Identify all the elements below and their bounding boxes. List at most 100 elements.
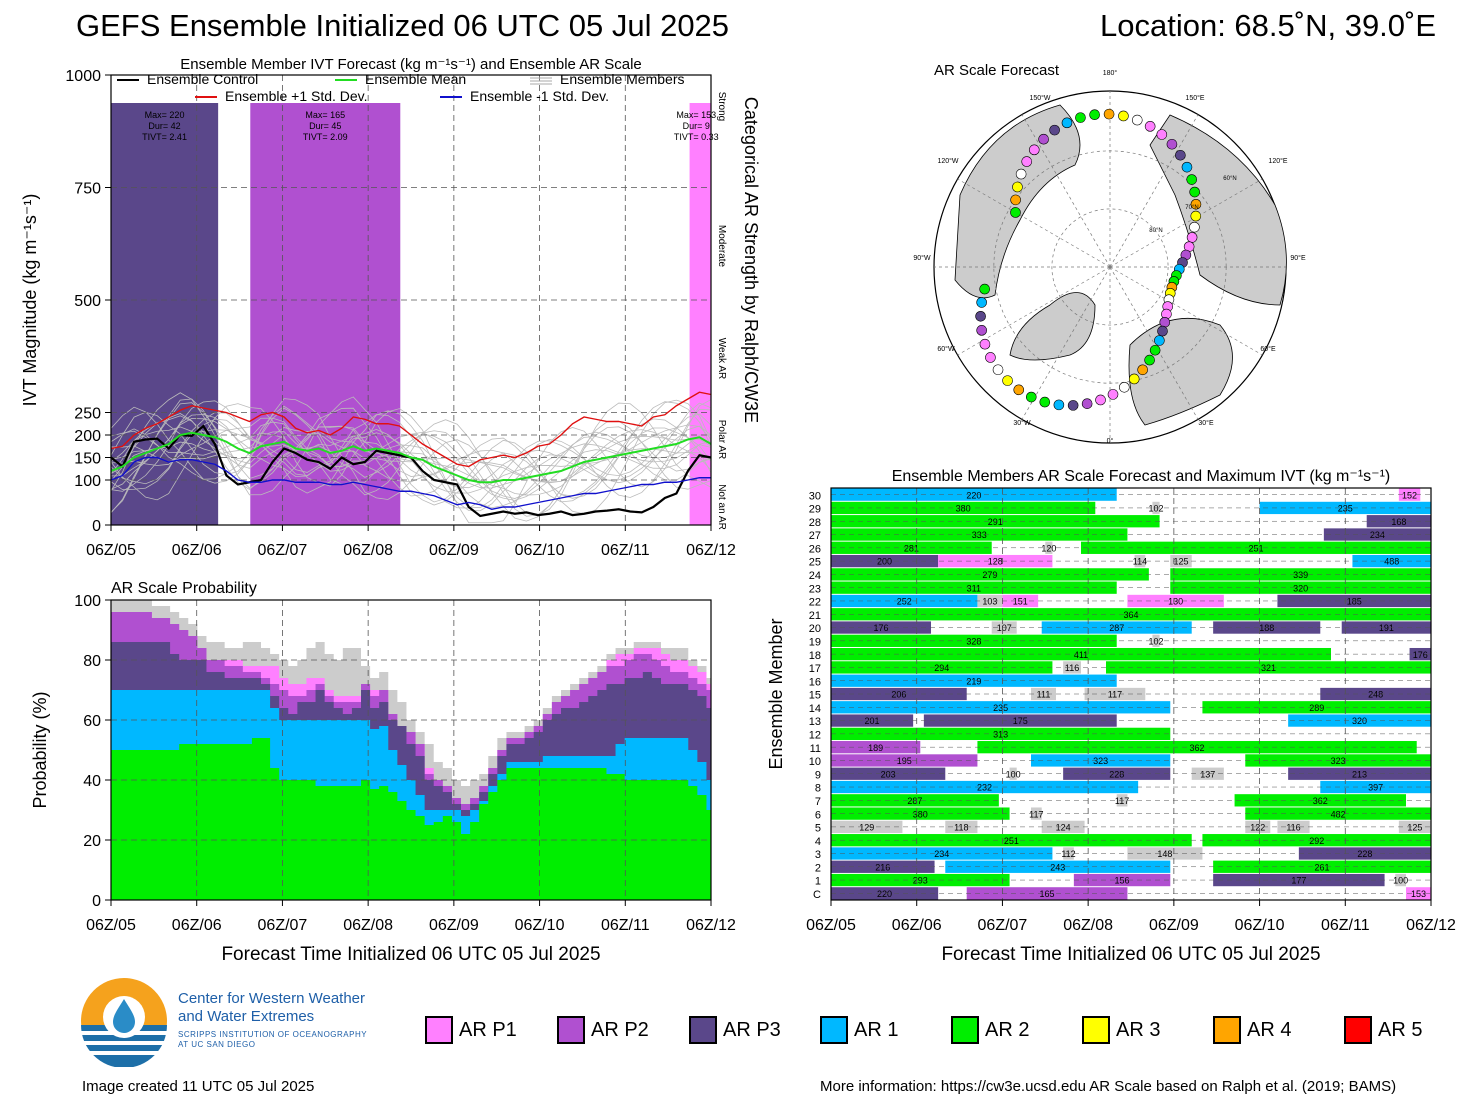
segment-max-ivt: 114	[1133, 557, 1147, 567]
member-segment	[1213, 860, 1431, 873]
longitude-label: 150°E	[1185, 94, 1204, 102]
segment-max-ivt: 177	[1291, 876, 1306, 886]
segment-max-ivt: 116	[1286, 823, 1300, 833]
ensemble-member-line	[110, 429, 712, 489]
meridian-line	[1109, 266, 1199, 420]
longitude-label: 30°E	[1198, 419, 1214, 427]
ensemble-member-line	[110, 408, 712, 509]
segment-max-ivt: 294	[934, 663, 949, 673]
legend-label: AR P2	[591, 1018, 649, 1041]
trajectory-dot	[1010, 207, 1021, 218]
member-label: 24	[809, 570, 821, 582]
member-label: 5	[815, 823, 821, 835]
segment-max-ivt: 128	[988, 557, 1003, 567]
ensemble-member-line	[110, 421, 712, 499]
segment-max-ivt: 232	[977, 783, 992, 793]
segment-max-ivt: 117	[1029, 809, 1043, 819]
trajectory-dot	[1157, 325, 1168, 337]
trajectory-dot	[976, 325, 987, 336]
ar-probability-chart: 0 20 40 60 80 100 06Z/05 06Z/06 06Z/07 06Z/08 06Z/…	[30, 580, 736, 965]
x-tick-label: 06Z/12	[686, 917, 736, 934]
trajectory-dot	[1012, 181, 1023, 193]
meridian-line	[1109, 178, 1263, 268]
trajectory-dot	[979, 338, 991, 350]
segment-max-ivt: 117	[1115, 796, 1129, 806]
probability-x-axis-label: Forecast Time Initialized 06 UTC 05 Jul …	[221, 944, 600, 965]
trajectory-dot	[1159, 316, 1171, 328]
location-title: Location: 68.5˚N, 39.0˚E	[1100, 8, 1437, 43]
member-label: 3	[815, 849, 821, 861]
legend-item: AR 5	[1344, 1016, 1422, 1044]
segment-max-ivt: 380	[956, 504, 971, 514]
member-segment	[831, 674, 1117, 687]
heatmap-chart-title: Ensemble Members AR Scale Forecast and M…	[892, 468, 1391, 485]
member-segment	[831, 501, 1096, 515]
cw3e-logo: Center for Western Weather and Water Ext…	[78, 975, 398, 1068]
longitude-label: 90°E	[1290, 254, 1306, 262]
member-segment	[831, 873, 1010, 887]
ensemble-member-line	[110, 427, 712, 496]
segment-max-ivt: 203	[881, 769, 896, 779]
event-label: Dur= 45	[309, 121, 341, 131]
segment-max-ivt: 228	[1109, 769, 1124, 779]
trajectory-dot	[1156, 129, 1168, 140]
segment-max-ivt: 411	[1074, 650, 1088, 660]
legend-swatch	[1213, 1016, 1241, 1044]
segment-max-ivt: 120	[1041, 543, 1056, 553]
member-label: 7	[815, 796, 821, 808]
member-segment	[1106, 661, 1431, 674]
longitude-label: 30°W	[1013, 419, 1031, 427]
member-label: 27	[809, 530, 821, 542]
member-label: 2	[815, 862, 821, 874]
segment-max-ivt: 362	[1190, 743, 1205, 753]
segment-max-ivt: 279	[982, 570, 997, 580]
trajectory-dot	[1067, 400, 1079, 411]
x-tick-label: 06Z/09	[429, 917, 479, 934]
segment-max-ivt: 291	[988, 517, 1003, 527]
member-label: 1	[815, 876, 821, 888]
longitude-label: 60°W	[937, 345, 955, 353]
member-label: 17	[809, 663, 821, 675]
member-segment	[1063, 767, 1171, 780]
trajectory-dot	[1144, 121, 1156, 132]
x-tick-label: 06Z/07	[258, 917, 308, 934]
longitude-label: 150°W	[1029, 94, 1050, 102]
logo-line-3: SCRIPPS INSTITUTION OF OCEANOGRAPHY	[178, 1030, 368, 1039]
latitude-label: 80°N	[1149, 228, 1162, 234]
trajectory-dot	[979, 283, 990, 295]
segment-max-ivt: 219	[966, 676, 981, 686]
legend-label: AR 1	[854, 1018, 899, 1041]
latitude-label: 60°N	[1223, 176, 1236, 182]
legend-swatch	[1082, 1016, 1110, 1044]
legend-item: AR 3	[1082, 1016, 1160, 1044]
ivt-y-axis-label: IVT Magnitude (kg m⁻¹s⁻¹)	[20, 194, 40, 407]
segment-max-ivt: 148	[1157, 849, 1172, 859]
segment-max-ivt: 220	[877, 889, 892, 899]
member-segment	[1041, 621, 1192, 634]
member-segment	[831, 714, 914, 727]
member-segment	[1191, 767, 1224, 780]
probability-y-axis-label: Probability (%)	[30, 691, 50, 808]
segment-max-ivt: 100	[1006, 769, 1021, 779]
trajectory-dot	[1049, 124, 1060, 136]
event-label: TIVT= 2.41	[142, 132, 187, 142]
ensemble-member-line	[110, 392, 712, 497]
segment-max-ivt: 321	[1261, 663, 1276, 673]
segment-max-ivt: 129	[859, 823, 874, 833]
segment-max-ivt: 102	[1148, 504, 1163, 514]
segment-max-ivt: 220	[966, 490, 981, 500]
trajectory-dot	[975, 310, 986, 322]
segment-max-ivt: 185	[1347, 597, 1362, 607]
x-tick-label: 06Z/11	[1321, 917, 1370, 934]
trajectory-dot	[1015, 168, 1027, 180]
meridian-line	[1109, 266, 1263, 356]
trajectory-dot	[1118, 381, 1130, 393]
y-tick-label: 80	[83, 653, 101, 670]
trajectory-dot	[1128, 373, 1140, 385]
member-segment	[977, 741, 1417, 754]
ensemble-member-line	[110, 417, 712, 494]
y-tick-label: 20	[83, 833, 101, 850]
trajectory-dot	[1144, 354, 1155, 366]
member-label: 30	[809, 490, 821, 502]
segment-max-ivt: 213	[1352, 769, 1367, 779]
